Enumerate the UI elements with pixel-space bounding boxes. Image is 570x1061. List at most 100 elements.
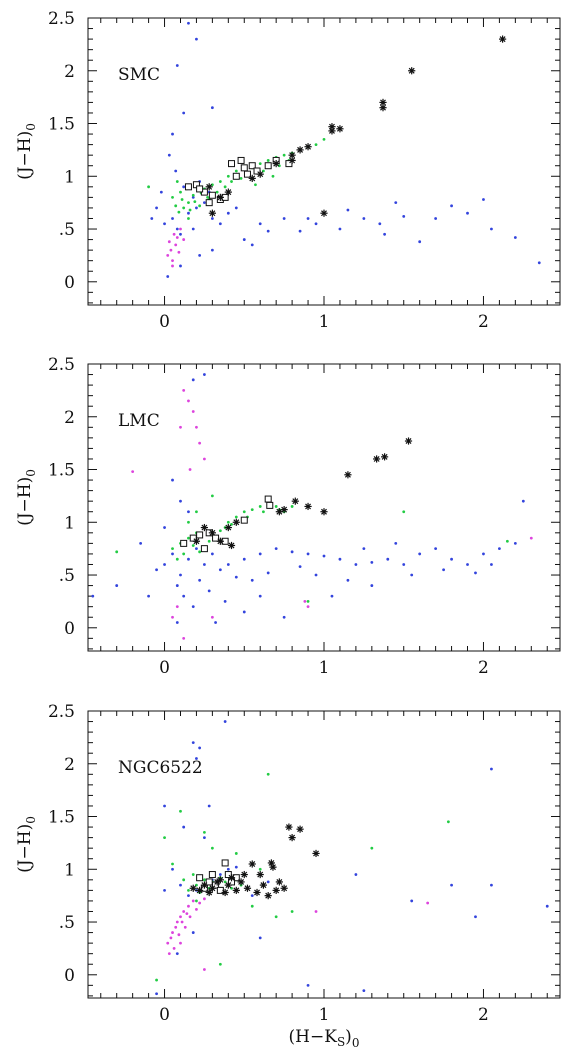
data-point-green xyxy=(206,195,209,199)
data-point-blue xyxy=(210,248,214,252)
data-point-blue xyxy=(163,563,166,566)
data-point-star xyxy=(296,825,304,833)
data-point-blue xyxy=(166,275,170,278)
data-point-green xyxy=(274,915,278,919)
data-point-blue xyxy=(198,746,202,750)
data-point-star xyxy=(272,886,280,894)
data-point-magenta xyxy=(174,243,178,247)
data-point-green xyxy=(163,836,166,840)
data-point-blue xyxy=(214,621,217,624)
data-point-blue xyxy=(545,904,549,908)
data-point-blue xyxy=(155,568,158,572)
data-point-magenta xyxy=(203,897,206,901)
data-point-blue xyxy=(330,594,334,598)
data-point-green xyxy=(180,198,184,201)
data-point-blue xyxy=(338,557,342,561)
data-point-blue xyxy=(203,563,206,566)
data-point-blue xyxy=(298,229,302,233)
data-point-blue xyxy=(466,211,469,215)
data-point-square xyxy=(180,539,188,547)
data-point-magenta xyxy=(179,915,182,919)
data-point-green xyxy=(195,510,198,514)
data-point-blue xyxy=(466,563,469,566)
data-point-star xyxy=(253,888,261,897)
data-point-blue xyxy=(150,217,154,220)
data-point-green xyxy=(171,547,174,551)
data-point-blue xyxy=(410,899,414,903)
data-point-green xyxy=(322,137,326,141)
data-point-star xyxy=(256,170,264,178)
data-point-magenta xyxy=(203,457,206,461)
data-point-blue xyxy=(191,195,195,199)
data-point-blue xyxy=(91,594,95,598)
data-point-star xyxy=(328,127,336,135)
data-point-blue xyxy=(234,865,238,869)
data-point-star xyxy=(280,884,288,892)
data-point-green xyxy=(242,510,246,514)
data-point-green xyxy=(187,888,190,892)
data-point-blue xyxy=(223,720,227,723)
data-point-square xyxy=(200,545,208,553)
data-point-magenta xyxy=(182,910,186,913)
data-point-blue xyxy=(434,547,438,551)
data-point-green xyxy=(258,505,262,508)
data-point-blue xyxy=(474,915,477,919)
data-point-blue xyxy=(198,254,202,257)
data-point-magenta xyxy=(182,388,186,392)
data-point-blue xyxy=(418,552,422,556)
data-point-blue xyxy=(442,568,445,572)
data-point-green xyxy=(226,174,230,178)
data-point-square xyxy=(196,531,204,539)
data-point-blue xyxy=(179,499,182,503)
data-point-star xyxy=(379,98,387,107)
data-point-green xyxy=(175,180,179,183)
panel-label: SMC xyxy=(118,65,160,85)
data-point-square xyxy=(264,495,272,503)
data-point-blue xyxy=(250,894,254,898)
data-point-blue xyxy=(179,232,182,236)
data-point-star xyxy=(320,209,328,217)
y-axis-label: (J−H)0 xyxy=(15,123,38,180)
data-point-magenta xyxy=(198,901,202,905)
y-tick-label: 2.5 xyxy=(48,702,75,722)
data-point-blue xyxy=(218,222,222,226)
data-point-green xyxy=(198,550,202,554)
data-point-green xyxy=(182,878,186,882)
data-point-blue xyxy=(410,573,414,577)
data-point-star xyxy=(304,502,312,511)
data-point-green xyxy=(262,510,265,514)
data-point-green xyxy=(258,162,262,166)
data-point-green xyxy=(115,550,119,554)
data-point-star xyxy=(288,834,296,842)
data-point-blue xyxy=(175,584,179,587)
x-tick-label: 1 xyxy=(319,312,330,332)
data-point-square xyxy=(248,162,256,170)
data-point-blue xyxy=(210,106,214,110)
data-point-green xyxy=(239,176,243,180)
data-point-green xyxy=(258,867,262,871)
data-point-green xyxy=(505,539,509,543)
data-point-blue xyxy=(490,563,493,566)
data-point-green xyxy=(226,520,230,524)
y-tick-label: .5 xyxy=(59,566,75,586)
data-point-blue xyxy=(223,600,227,603)
data-point-star xyxy=(200,881,209,889)
data-point-blue xyxy=(187,894,190,898)
data-point-blue xyxy=(258,936,262,940)
y-tick-label: .5 xyxy=(59,220,75,240)
data-point-blue xyxy=(498,547,501,551)
data-point-blue xyxy=(195,37,198,41)
data-point-green xyxy=(187,217,190,220)
data-point-star xyxy=(192,537,201,545)
y-tick-label: 2.5 xyxy=(48,355,75,375)
data-point-blue xyxy=(155,206,158,210)
data-point-star xyxy=(208,529,216,537)
data-point-blue xyxy=(179,573,182,577)
data-point-blue xyxy=(474,571,477,575)
data-point-blue xyxy=(362,989,366,993)
data-point-magenta xyxy=(171,615,174,619)
y-tick-label: .5 xyxy=(59,913,75,933)
data-point-square xyxy=(240,516,248,524)
data-point-blue xyxy=(203,201,206,205)
